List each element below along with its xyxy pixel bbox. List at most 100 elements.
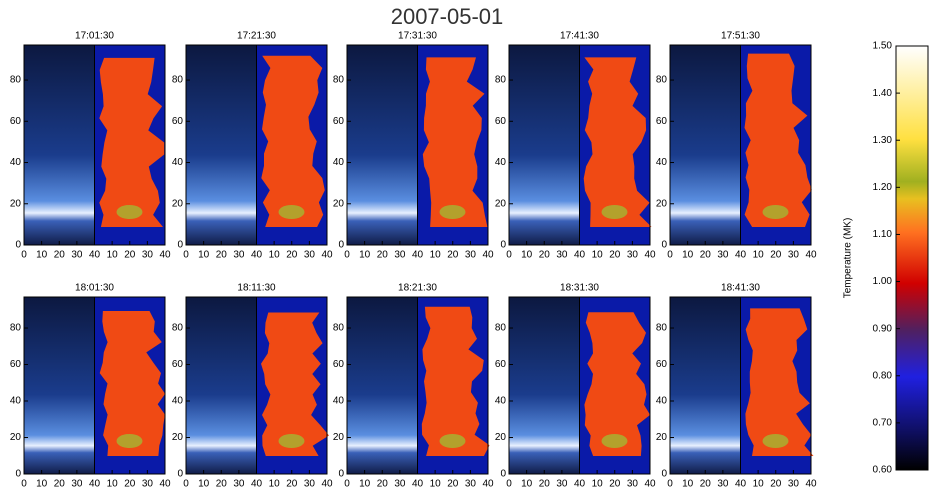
x-tick-label: 30 xyxy=(142,479,154,488)
y-tick-label: 60 xyxy=(495,359,507,370)
x-tick-label: 30 xyxy=(717,250,729,261)
x-tick-label: 10 xyxy=(430,479,442,488)
x-tick-label: 20 xyxy=(54,479,66,488)
x-tick-label: 20 xyxy=(286,479,298,488)
y-tick-label: 0 xyxy=(338,469,344,480)
y-tick-label: 0 xyxy=(661,240,667,251)
x-tick-label: 10 xyxy=(198,479,210,488)
x-tick-label: 20 xyxy=(124,479,136,488)
x-tick-label: 40 xyxy=(159,479,171,488)
x-tick-label: 0 xyxy=(344,250,350,261)
x-tick-label: 40 xyxy=(251,250,263,261)
y-tick-label: 20 xyxy=(495,198,507,209)
x-tick-label: 10 xyxy=(521,479,533,488)
y-tick-label: 40 xyxy=(495,157,507,168)
y-tick-label: 80 xyxy=(495,75,507,86)
colorbar-tick-label: 1.50 xyxy=(873,41,893,52)
hot-region xyxy=(278,434,305,448)
x-tick-label: 10 xyxy=(753,250,765,261)
y-tick-label: 60 xyxy=(656,359,668,370)
y-tick-label: 20 xyxy=(333,198,345,209)
y-tick-label: 0 xyxy=(15,240,21,251)
x-tick-label: 40 xyxy=(321,250,333,261)
y-tick-label: 20 xyxy=(10,198,22,209)
x-tick-label: 20 xyxy=(216,479,228,488)
x-tick-label: 20 xyxy=(124,250,136,261)
panel-title: 17:01:30 xyxy=(75,31,114,42)
y-tick-label: 60 xyxy=(495,116,507,127)
y-tick-label: 0 xyxy=(338,240,344,251)
x-tick-label: 40 xyxy=(644,250,656,261)
hot-region xyxy=(116,205,143,219)
x-tick-label: 40 xyxy=(644,479,656,488)
panel-title: 18:11:30 xyxy=(237,283,276,294)
figure-title: 2007-05-01 xyxy=(391,4,504,29)
y-tick-label: 80 xyxy=(333,323,345,334)
colorbar-tick-label: 0.70 xyxy=(873,418,893,429)
x-tick-label: 0 xyxy=(21,479,27,488)
x-tick-label: 30 xyxy=(788,250,800,261)
temperature-blob xyxy=(421,306,490,456)
y-tick-label: 60 xyxy=(10,359,22,370)
x-tick-label: 30 xyxy=(465,479,477,488)
x-tick-label: 10 xyxy=(430,250,442,261)
y-tick-label: 60 xyxy=(656,116,668,127)
colorbar-tick-label: 1.00 xyxy=(873,276,893,287)
y-tick-label: 20 xyxy=(495,432,507,443)
temperature-blob xyxy=(745,308,814,456)
x-tick-label: 40 xyxy=(251,479,263,488)
y-tick-label: 40 xyxy=(333,157,345,168)
x-tick-label: 30 xyxy=(717,479,729,488)
euv-image xyxy=(670,45,741,245)
x-tick-label: 0 xyxy=(506,479,512,488)
y-tick-label: 0 xyxy=(500,240,506,251)
colorbar-tick-label: 0.80 xyxy=(873,370,893,381)
hot-region xyxy=(762,434,789,448)
euv-image xyxy=(509,297,580,474)
x-tick-label: 40 xyxy=(159,250,171,261)
y-tick-label: 20 xyxy=(172,432,184,443)
x-tick-label: 20 xyxy=(447,250,459,261)
x-tick-label: 30 xyxy=(556,250,568,261)
hot-region xyxy=(762,205,789,219)
panel-title: 18:01:30 xyxy=(75,283,114,294)
y-tick-label: 0 xyxy=(177,469,183,480)
y-tick-label: 20 xyxy=(333,432,345,443)
temperature-blob xyxy=(583,57,652,228)
x-tick-label: 10 xyxy=(753,479,765,488)
panel-title: 17:41:30 xyxy=(560,31,599,42)
x-tick-label: 20 xyxy=(770,250,782,261)
y-tick-label: 60 xyxy=(333,116,345,127)
colorbar-tick-label: 0.60 xyxy=(873,465,893,476)
hot-region xyxy=(439,205,466,219)
x-tick-label: 20 xyxy=(539,479,551,488)
colorbar-label: Temperature (MK) xyxy=(843,218,854,299)
y-tick-label: 80 xyxy=(656,323,668,334)
temperature-blob xyxy=(584,312,651,456)
colorbar-tick-label: 1.40 xyxy=(873,88,893,99)
y-tick-label: 80 xyxy=(656,75,668,86)
panel-title: 18:31:30 xyxy=(560,283,599,294)
x-tick-label: 0 xyxy=(506,250,512,261)
colorbar-tick-label: 1.20 xyxy=(873,182,893,193)
x-tick-label: 30 xyxy=(465,250,477,261)
x-tick-label: 20 xyxy=(770,479,782,488)
y-tick-label: 60 xyxy=(172,359,184,370)
y-tick-label: 40 xyxy=(495,396,507,407)
y-tick-label: 40 xyxy=(10,157,22,168)
x-tick-label: 30 xyxy=(233,479,245,488)
temperature-blob xyxy=(261,312,329,456)
euv-image xyxy=(24,45,95,245)
y-tick-label: 20 xyxy=(10,432,22,443)
euv-image xyxy=(347,45,418,245)
y-tick-label: 40 xyxy=(172,396,184,407)
x-tick-label: 40 xyxy=(574,250,586,261)
x-tick-label: 20 xyxy=(700,250,712,261)
x-tick-label: 10 xyxy=(682,479,694,488)
x-tick-label: 20 xyxy=(700,479,712,488)
x-tick-label: 40 xyxy=(89,250,101,261)
x-tick-label: 0 xyxy=(667,250,673,261)
y-tick-label: 80 xyxy=(10,75,22,86)
y-tick-label: 60 xyxy=(10,116,22,127)
